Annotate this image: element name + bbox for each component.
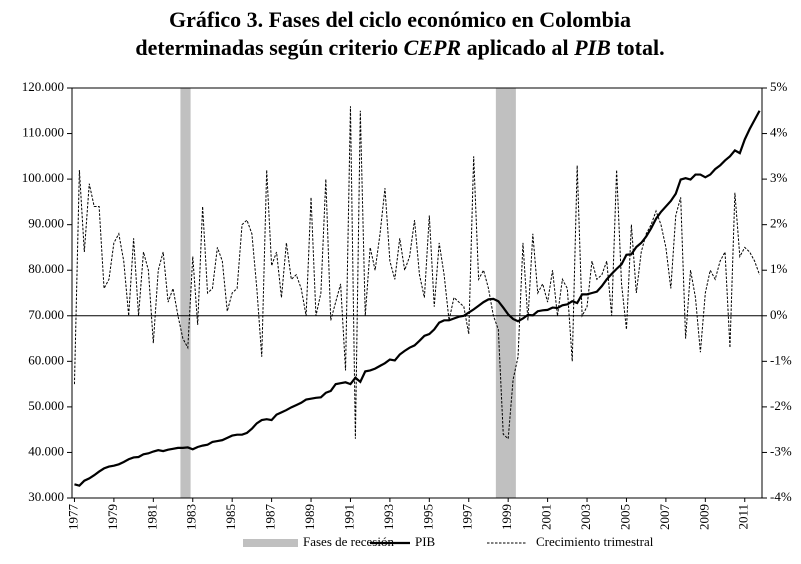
growth-line — [73, 106, 761, 440]
y-tick-label: 30.000 — [28, 489, 64, 504]
plot-frame — [71, 87, 763, 499]
title-part: determinadas según criterio — [135, 35, 403, 60]
y2-tick-label: 2% — [770, 216, 788, 231]
recession-bar — [505, 88, 511, 498]
x-tick-label: 2005 — [617, 504, 632, 530]
y2-tick-label: -1% — [770, 352, 792, 367]
title-part: CEPR — [404, 35, 461, 60]
y-tick-label: 60.000 — [28, 352, 64, 367]
x-tick-label: 1985 — [223, 504, 238, 530]
title-part: Gráfico 3. Fases del ciclo económico en … — [169, 7, 631, 32]
y-tick-label: 50.000 — [28, 398, 64, 413]
chart-title: determinadas según criterio CEPR aplicad… — [135, 35, 664, 60]
x-tick-label: 1991 — [341, 504, 356, 530]
y-tick-label: 80.000 — [28, 261, 64, 276]
legend-label: PIB — [415, 534, 436, 549]
x-tick-label: 1997 — [460, 504, 475, 531]
y2-tick-label: -2% — [770, 398, 792, 413]
y-tick-label: 40.000 — [28, 443, 64, 458]
y2-tick-label: 4% — [770, 125, 788, 140]
y2-tick-label: 5% — [770, 79, 788, 94]
recession-bar — [185, 88, 191, 498]
x-tick-label: 1999 — [499, 504, 514, 530]
recession-bar — [500, 88, 507, 498]
recession-bar — [495, 88, 502, 498]
x-tick-label: 1995 — [420, 504, 435, 530]
y2-tick-label: 0% — [770, 307, 788, 322]
y2-tick-label: -3% — [770, 443, 792, 458]
y-tick-label: 120.000 — [22, 79, 64, 94]
x-tick-label: 1979 — [105, 504, 120, 530]
y2-tick-label: 1% — [770, 261, 788, 276]
x-tick-label: 1981 — [144, 504, 159, 530]
title-part: PIB — [573, 35, 611, 60]
title-part: aplicado al — [461, 35, 574, 60]
gdp-line — [74, 110, 761, 487]
x-tick-label: 2009 — [696, 504, 711, 530]
y2-tick-label: 3% — [770, 170, 788, 185]
x-tick-label: 1987 — [263, 504, 278, 531]
y-tick-label: 70.000 — [28, 307, 64, 322]
legend-label: Crecimiento trimestral — [536, 534, 654, 549]
y-tick-label: 110.000 — [22, 125, 64, 140]
x-tick-label: 2007 — [657, 504, 672, 531]
x-tick-label: 1989 — [302, 504, 317, 530]
y-tick-label: 100.000 — [22, 170, 64, 185]
legend-label: Fases de recesión — [303, 534, 394, 549]
x-tick-label: 1977 — [65, 504, 80, 531]
chart-title: Gráfico 3. Fases del ciclo económico en … — [169, 7, 631, 32]
y2-tick-label: -4% — [770, 489, 792, 504]
y-tick-label: 90.000 — [28, 216, 64, 231]
legend-swatch — [243, 539, 298, 547]
title-part: total. — [611, 35, 665, 60]
x-tick-label: 2001 — [539, 504, 554, 530]
x-tick-label: 2003 — [578, 504, 593, 530]
recession-bar — [180, 88, 186, 498]
x-tick-label: 1993 — [381, 504, 396, 530]
x-tick-label: 2011 — [736, 504, 751, 530]
recession-bar — [510, 88, 516, 498]
x-tick-label: 1983 — [184, 504, 199, 530]
